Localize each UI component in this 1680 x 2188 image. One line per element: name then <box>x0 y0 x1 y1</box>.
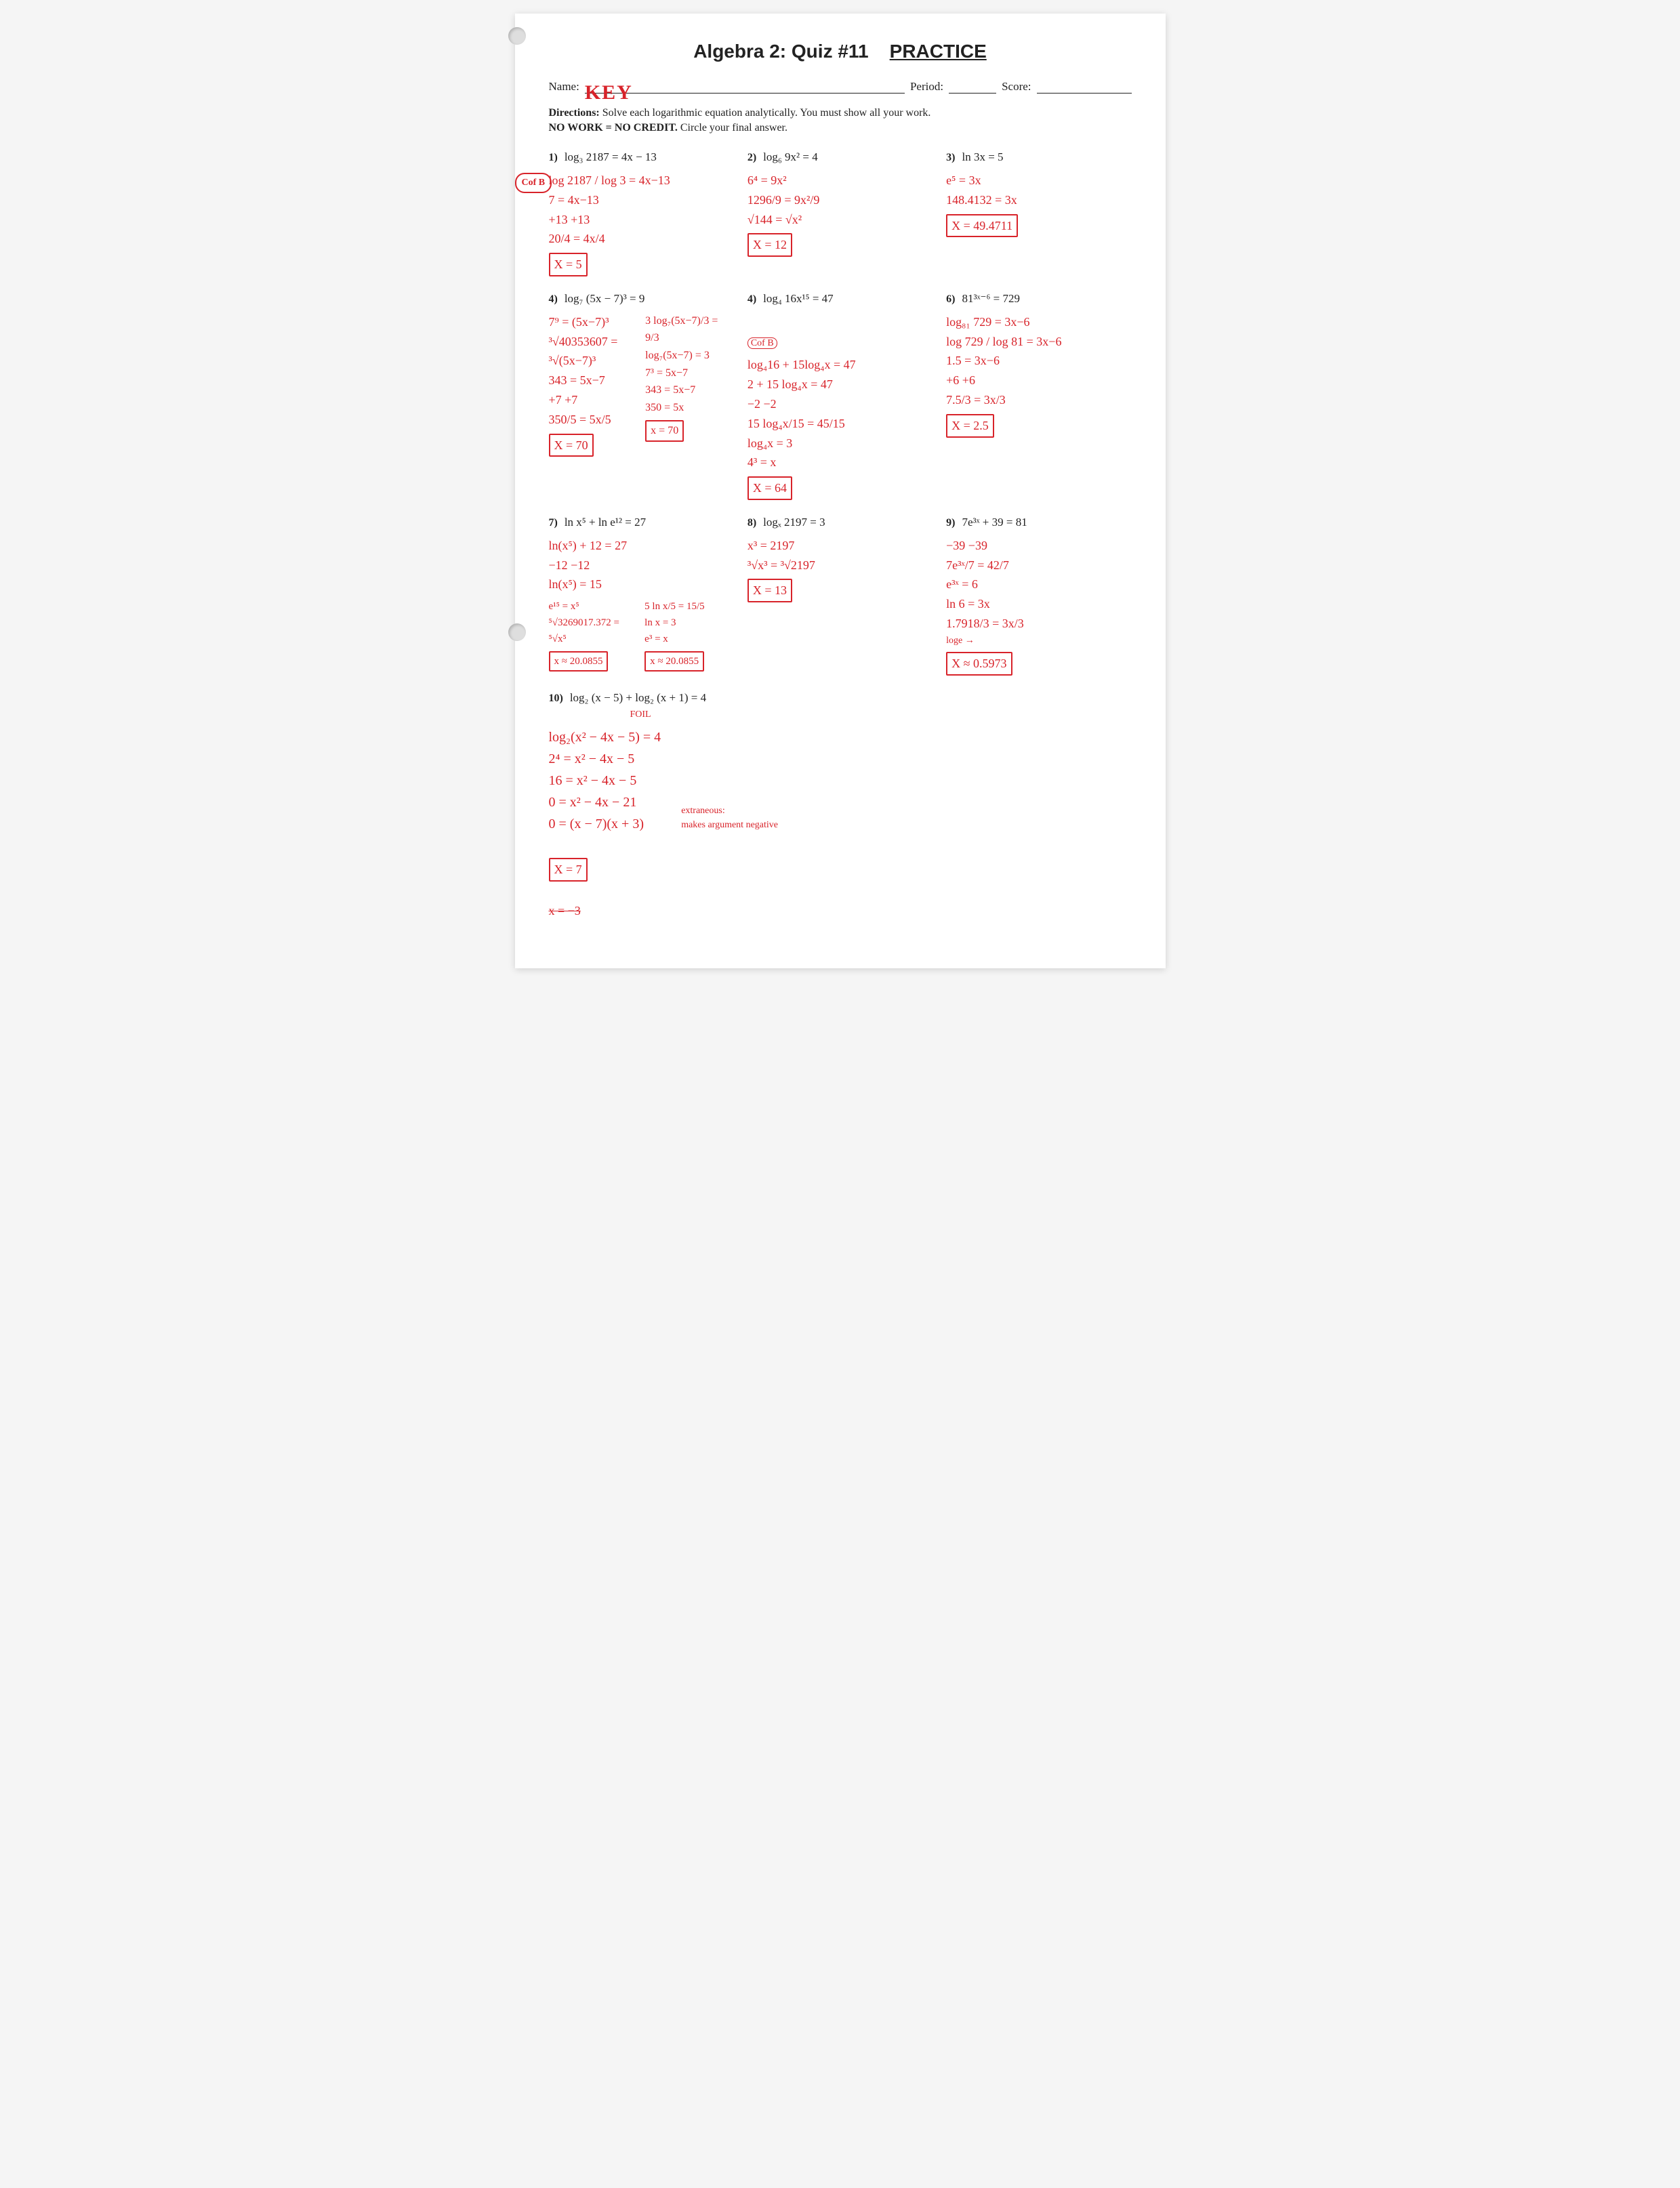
worksheet-page: Algebra 2: Quiz #11 PRACTICE Name: KEY P… <box>515 14 1166 968</box>
handwritten-work: Cof B <box>747 312 933 352</box>
handwritten-work: −39 −39 7e³ˣ/7 = 42/7 e³ˣ = 6 ln 6 = 3x … <box>946 536 1131 634</box>
cofb-badge: Cof B <box>515 173 552 193</box>
header-fields: Name: KEY Period: Score: <box>549 79 1132 94</box>
q-number: 4) <box>549 293 558 305</box>
score-label: Score: <box>1002 80 1031 94</box>
handwritten-work-left: e¹⁵ = x⁵ ⁵√3269017.372 = ⁵√x⁵ <box>549 598 638 647</box>
q-number: 8) <box>747 517 756 529</box>
answer: X = 5 <box>549 253 734 276</box>
period-blank <box>949 79 996 94</box>
title-practice: PRACTICE <box>890 41 987 62</box>
extraneous-note: extraneous: makes argument negative <box>681 804 778 833</box>
answer: X = 2.5 <box>946 414 1131 438</box>
hole-icon <box>508 623 526 641</box>
equation: log₆ 9x² = 4 <box>763 150 818 163</box>
equation: log₄ 16x¹⁵ = 47 <box>763 292 834 305</box>
handwritten-work: e⁵ = 3x 148.4132 = 3x <box>946 171 1131 210</box>
equation: log₂ (x − 5) + log₂ (x + 1) = 4 <box>570 691 706 704</box>
name-value: KEY <box>585 81 633 104</box>
answer: X = 13 <box>747 579 933 602</box>
foil-note: FOIL <box>630 707 1132 722</box>
title-main: Algebra 2: Quiz #11 <box>693 41 868 62</box>
loge-note: loge → <box>946 634 1131 648</box>
answer: X = 12 <box>747 233 933 257</box>
equation: logₓ 2197 = 3 <box>763 516 825 529</box>
q-number: 9) <box>946 517 955 529</box>
handwritten-work-right: 5 ln x/5 = 15/5 ln x = 3 e³ = x <box>644 598 734 647</box>
score-blank <box>1037 79 1132 94</box>
problems-grid: Cof B 1) log₃ 2187 = 4x − 13 log 2187 / … <box>549 148 1132 928</box>
equation: log₃ 2187 = 4x − 13 <box>565 150 657 163</box>
answer-right: x = 70 <box>645 420 734 442</box>
handwritten-work: log₈₁ 729 = 3x−6 log 729 / log 81 = 3x−6… <box>946 312 1131 410</box>
answer-right: x ≈ 20.0855 <box>644 651 734 672</box>
handwritten-work-right: 3 log₇(5x−7)/3 = 9/3 log₇(5x−7) = 3 7³ =… <box>645 312 734 417</box>
problem-4b: 4) log₄ 16x¹⁵ = 47 Cof B log₄16 + 15log₄… <box>747 290 933 507</box>
handwritten-work: 6⁴ = 9x² 1296/9 = 9x²/9 √144 = √x² <box>747 171 933 229</box>
problem-10: 10) log₂ (x − 5) + log₂ (x + 1) = 4 FOIL… <box>549 689 1132 928</box>
problem-9: 9) 7e³ˣ + 39 = 81 −39 −39 7e³ˣ/7 = 42/7 … <box>946 514 1131 682</box>
handwritten-work: log₂(x² − 4x − 5) = 4 2⁴ = x² − 4x − 5 1… <box>549 726 661 835</box>
equation: 81³ˣ⁻⁶ = 729 <box>962 292 1020 305</box>
hole-icon <box>508 27 526 45</box>
extraneous-root: x = −3 <box>549 904 581 917</box>
answer-left: x ≈ 20.0855 <box>549 651 638 672</box>
problem-8: 8) logₓ 2197 = 3 x³ = 2197 ³√x³ = ³√2197… <box>747 514 933 682</box>
answer: X = 7 x = −3 <box>549 839 661 921</box>
name-label: Name: <box>549 80 579 94</box>
q-number: 10) <box>549 693 563 704</box>
directions-text: Solve each logarithmic equation analytic… <box>602 107 931 119</box>
directions-tail: Circle your final answer. <box>680 122 787 133</box>
answer: X = 49.4711 <box>946 214 1131 238</box>
equation: ln x⁵ + ln e¹² = 27 <box>565 516 646 529</box>
directions-bold: NO WORK = NO CREDIT. <box>549 122 678 133</box>
handwritten-work-left: 7⁹ = (5x−7)³ ³√40353607 = ³√(5x−7)³ 343 … <box>549 312 638 430</box>
problem-3: 3) ln 3x = 5 e⁵ = 3x 148.4132 = 3x X = 4… <box>946 148 1131 283</box>
q-number: 4) <box>747 293 756 305</box>
answer-left: X = 70 <box>549 434 638 457</box>
page-title: Algebra 2: Quiz #11 PRACTICE <box>549 41 1132 62</box>
answer: X ≈ 0.5973 <box>946 652 1131 676</box>
equation: ln 3x = 5 <box>962 150 1003 163</box>
handwritten-work: ln(x⁵) + 12 = 27 −12 −12 ln(x⁵) = 15 <box>549 536 734 594</box>
handwritten-work: x³ = 2197 ³√x³ = ³√2197 <box>747 536 933 575</box>
handwritten-work: log₄16 + 15log₄x = 47 2 + 15 log₄x = 47 … <box>747 355 933 472</box>
period-label: Period: <box>910 80 943 94</box>
q-number: 3) <box>946 152 955 163</box>
problem-6: 6) 81³ˣ⁻⁶ = 729 log₈₁ 729 = 3x−6 log 729… <box>946 290 1131 507</box>
problem-4a: 4) log₇ (5x − 7)³ = 9 7⁹ = (5x−7)³ ³√403… <box>549 290 734 507</box>
problem-2: 2) log₆ 9x² = 4 6⁴ = 9x² 1296/9 = 9x²/9 … <box>747 148 933 283</box>
equation: 7e³ˣ + 39 = 81 <box>962 516 1027 529</box>
q-number: 2) <box>747 152 756 163</box>
handwritten-work: log 2187 / log 3 = 4x−13 7 = 4x−13 +13 +… <box>549 171 734 249</box>
q-number: 1) <box>549 152 558 163</box>
cofb-badge-inline: Cof B <box>747 337 777 349</box>
q-number: 7) <box>549 517 558 529</box>
punch-holes <box>508 14 529 968</box>
q-number: 6) <box>946 293 955 305</box>
name-blank: KEY <box>585 79 905 94</box>
problem-1: Cof B 1) log₃ 2187 = 4x − 13 log 2187 / … <box>549 148 734 283</box>
equation: log₇ (5x − 7)³ = 9 <box>565 292 645 305</box>
directions-label: Directions: <box>549 107 600 119</box>
directions: Directions: Solve each logarithmic equat… <box>549 106 1132 135</box>
problem-7: 7) ln x⁵ + ln e¹² = 27 ln(x⁵) + 12 = 27 … <box>549 514 734 682</box>
answer: X = 64 <box>747 476 933 500</box>
